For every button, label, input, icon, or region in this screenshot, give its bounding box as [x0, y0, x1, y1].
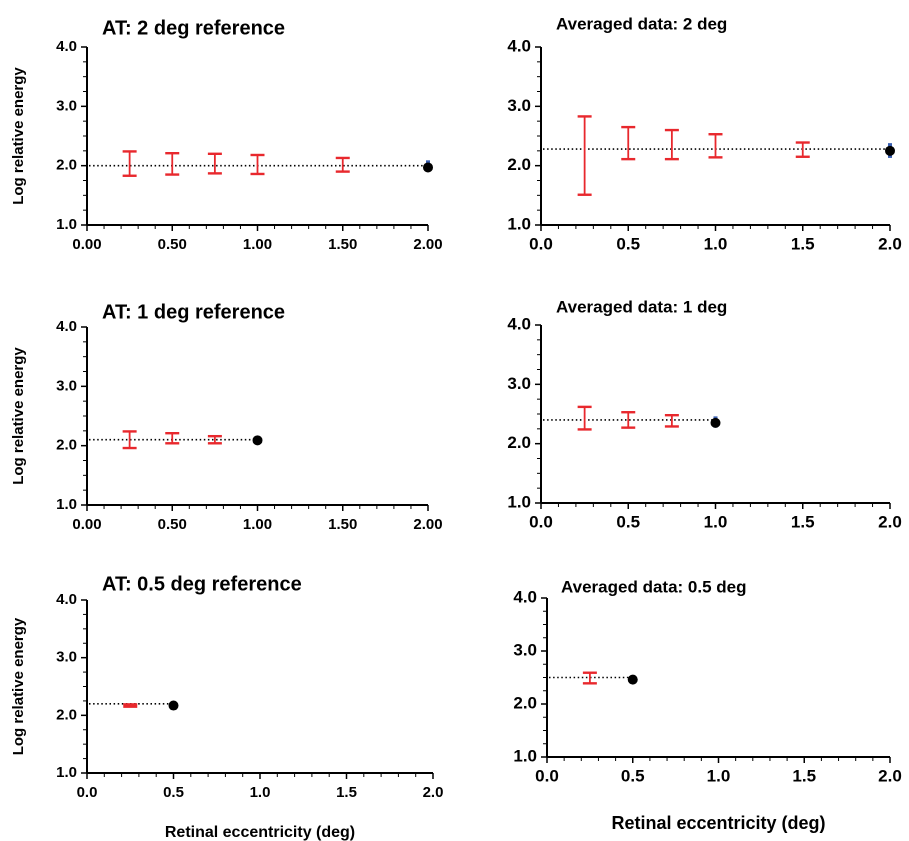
chart-title: AT: 0.5 deg reference [102, 573, 302, 595]
x-tick-label: 0.5 [621, 766, 645, 785]
x-tick-label: 0.0 [77, 784, 98, 801]
x-tick-label: 2.0 [878, 766, 902, 785]
chart-title: AT: 1 deg reference [102, 301, 285, 323]
chart-panel-6: Averaged data: 0.5 deg 1.0 2.0 3.0 4.0 0.0 0.5… [513, 577, 901, 832]
x-tick-label: 0.5 [616, 234, 640, 253]
x-tick-label: 0.50 [158, 516, 187, 533]
y-tick-label: 4.0 [56, 38, 77, 55]
x-tick-label: 0.0 [529, 234, 553, 253]
y-tick-label: 4.0 [507, 36, 531, 55]
y-tick-label: 3.0 [56, 97, 77, 114]
y-tick-label: 2.0 [513, 693, 537, 712]
x-axis-label: Retinal eccentricity (deg) [165, 824, 355, 841]
y-tick-label: 4.0 [56, 318, 77, 335]
x-tick-label: 2.00 [413, 516, 442, 533]
chart-panel-5: AT: 0.5 deg reference 1.0 2.0 3.0 4.0 0.0 0.5 1… [10, 573, 443, 841]
y-tick-label: 1.0 [507, 214, 531, 233]
y-tick-label: 4.0 [507, 314, 531, 333]
x-tick-label: 1.00 [243, 236, 272, 253]
reference-data-point [252, 435, 263, 446]
x-axis-label: Retinal eccentricity (deg) [611, 813, 825, 833]
chart-title: AT: 2 deg reference [102, 17, 285, 39]
chart-title: Averaged data: 1 deg [556, 297, 727, 316]
y-tick-label: 2.0 [56, 157, 77, 174]
y-tick-label: 1.0 [56, 496, 77, 513]
y-tick-label: 3.0 [56, 649, 77, 666]
y-tick-label: 3.0 [56, 377, 77, 394]
x-tick-label: 1.0 [704, 234, 728, 253]
x-tick-label: 1.0 [250, 784, 271, 801]
y-tick-label: 2.0 [56, 437, 77, 454]
x-tick-label: 1.5 [792, 766, 816, 785]
x-tick-label: 1.50 [328, 236, 357, 253]
x-tick-label: 2.0 [878, 512, 902, 531]
y-tick-label: 3.0 [513, 640, 537, 659]
x-tick-label: 1.50 [328, 516, 357, 533]
x-tick-label: 0.0 [535, 766, 559, 785]
chart-title: Averaged data: 0.5 deg [561, 577, 747, 596]
chart-panel-4: Averaged data: 1 deg 1.0 2.0 3.0 4.0 0.0 0.5 1.… [507, 297, 901, 531]
y-tick-label: 2.0 [507, 155, 531, 174]
x-tick-label: 0.00 [72, 516, 101, 533]
reference-data-point [885, 145, 895, 156]
y-axis-label: Log relative energy [10, 617, 27, 755]
chart-title: Averaged data: 2 deg [556, 14, 727, 33]
y-tick-label: 4.0 [513, 587, 537, 606]
y-axis-label: Log relative energy [10, 67, 27, 205]
x-tick-label: 1.0 [704, 512, 728, 531]
y-tick-label: 2.0 [507, 433, 531, 452]
reference-data-point [168, 700, 179, 711]
x-tick-label: 0.5 [616, 512, 640, 531]
x-tick-label: 2.0 [423, 784, 444, 801]
chart-panel-1: AT: 2 deg reference 1.0 2.0 3.0 4.0 0.00 0.50 1… [10, 17, 443, 253]
x-tick-label: 0.50 [158, 236, 187, 253]
y-tick-label: 1.0 [507, 492, 531, 511]
chart-panel-2: Averaged data: 2 deg 1.0 2.0 3.0 4.0 0.0 0.5 1.… [507, 14, 901, 253]
y-tick-label: 1.0 [56, 764, 77, 781]
y-tick-label: 1.0 [513, 746, 537, 765]
x-tick-label: 0.0 [529, 512, 553, 531]
x-tick-label: 1.5 [791, 234, 815, 253]
y-tick-label: 4.0 [56, 591, 77, 608]
x-tick-label: 0.5 [163, 784, 184, 801]
x-tick-label: 0.00 [72, 236, 101, 253]
x-tick-label: 1.00 [243, 516, 272, 533]
y-tick-label: 2.0 [56, 706, 77, 723]
x-tick-label: 2.0 [878, 234, 902, 253]
x-tick-label: 1.5 [336, 784, 357, 801]
chart-panel-3: AT: 1 deg reference 1.0 2.0 3.0 4.0 0.00 0.50 1… [10, 301, 443, 533]
x-tick-label: 1.5 [791, 512, 815, 531]
x-tick-label: 1.0 [707, 766, 731, 785]
y-axis-label: Log relative energy [10, 347, 27, 485]
reference-data-point [627, 674, 638, 685]
y-tick-label: 3.0 [507, 96, 531, 115]
y-tick-label: 1.0 [56, 216, 77, 233]
reference-data-point [423, 162, 433, 173]
x-tick-label: 2.00 [413, 236, 442, 253]
y-tick-label: 3.0 [507, 374, 531, 393]
reference-data-point [710, 417, 721, 428]
